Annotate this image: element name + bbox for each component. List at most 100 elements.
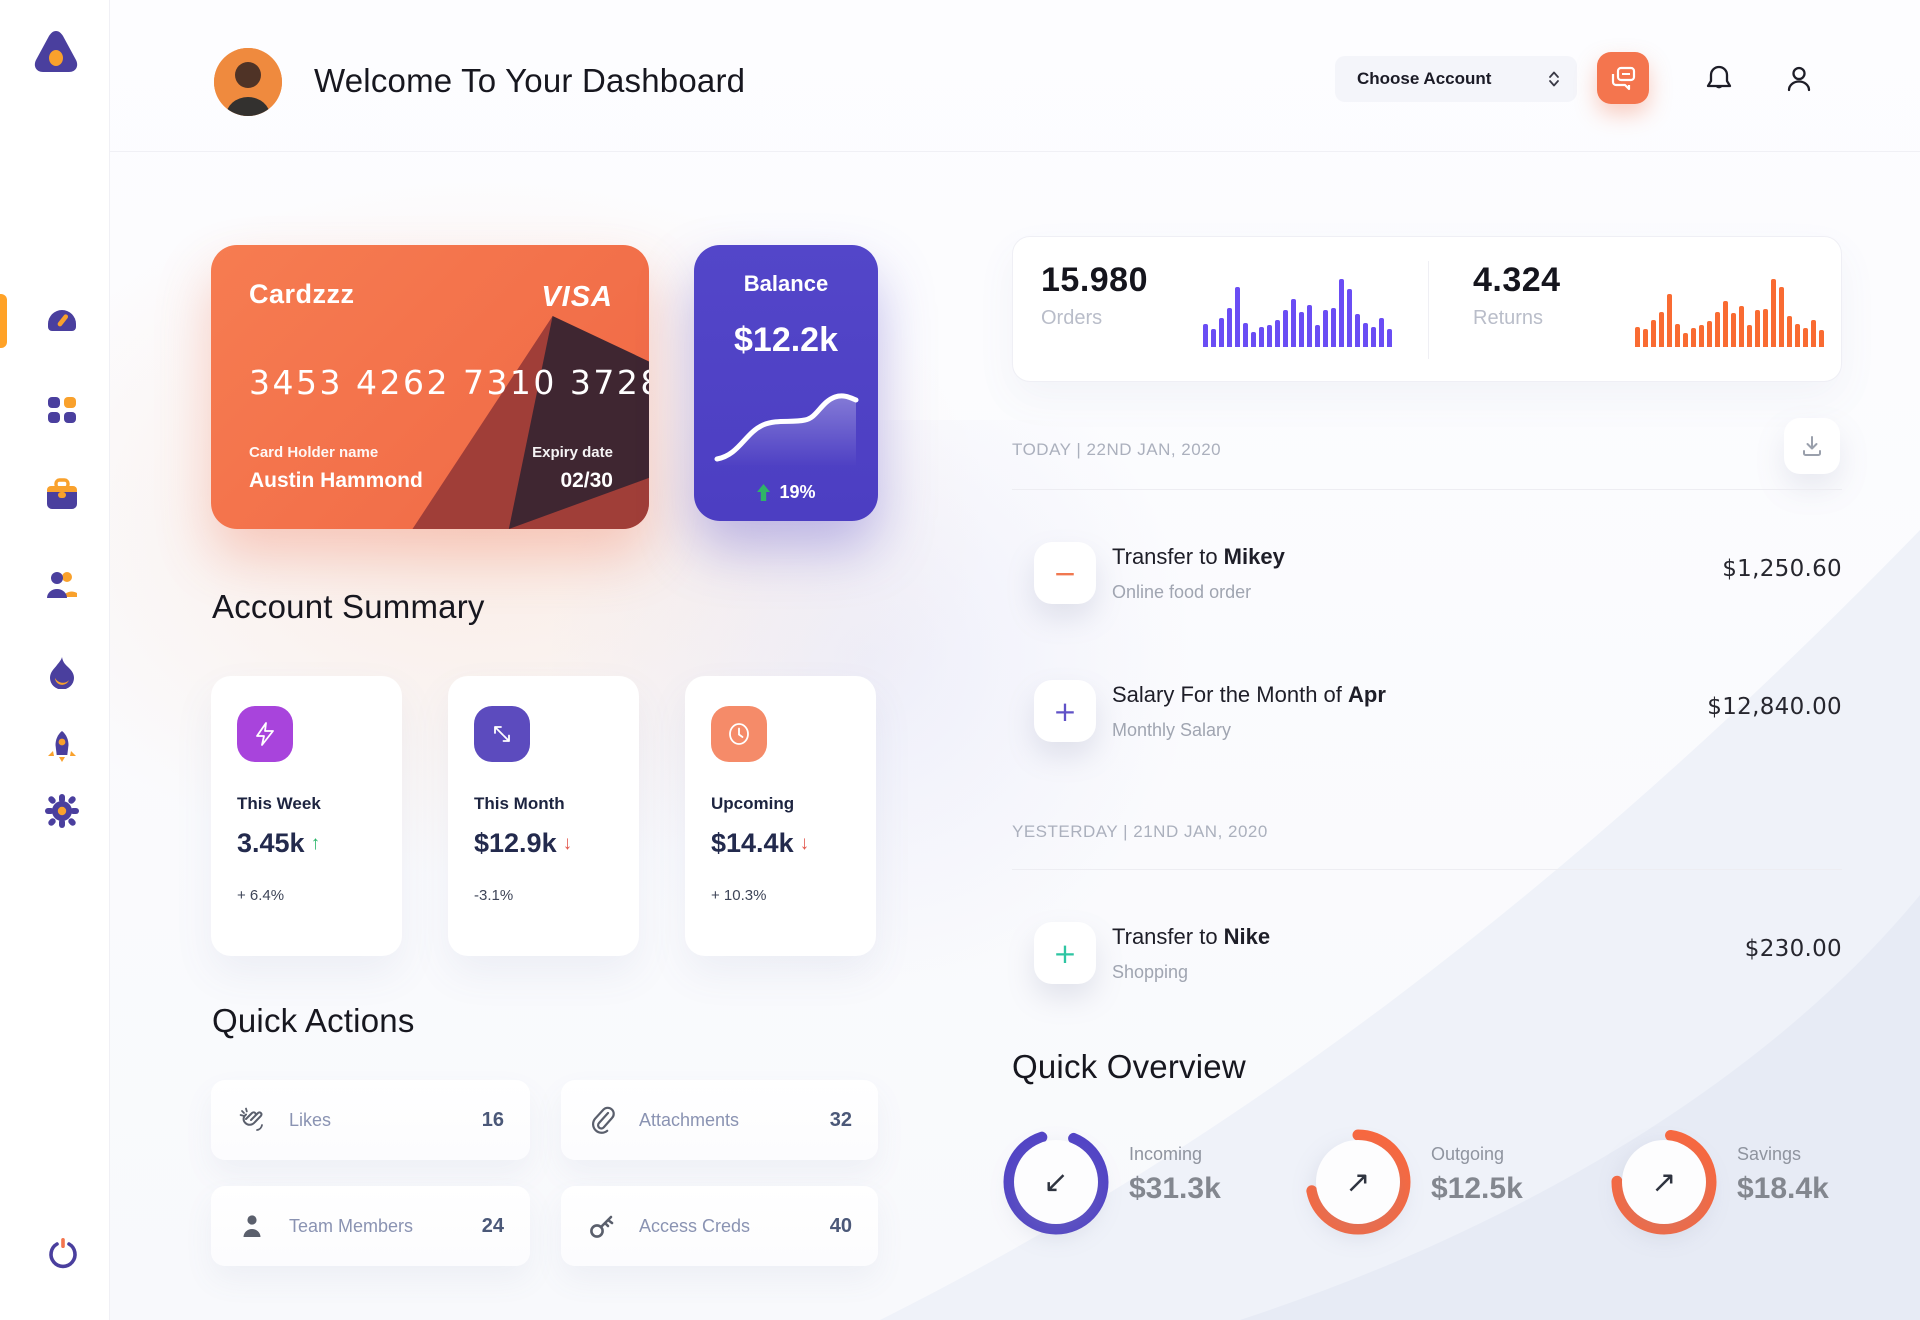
- orders-bar-chart: [1203, 279, 1395, 347]
- rocket-icon: [48, 731, 76, 762]
- summary-change: + 10.3%: [711, 887, 767, 904]
- plus-icon: +: [1053, 936, 1077, 970]
- arrow-up-right-icon: ↗: [1345, 1164, 1371, 1200]
- transaction-title: Salary For the Month of Apr: [1112, 682, 1386, 707]
- summary-change: -3.1%: [474, 887, 514, 904]
- sidebar-item-portfolio[interactable]: [42, 475, 82, 515]
- incoming-ring: ↙: [1001, 1127, 1111, 1237]
- sidebar-item-dashboard[interactable]: [42, 299, 82, 339]
- arrow-up-icon: [757, 484, 771, 501]
- page-title: Welcome To Your Dashboard: [314, 62, 746, 99]
- summary-label: This Week: [237, 794, 321, 813]
- lightning-icon: [237, 706, 293, 762]
- app-logo: [30, 26, 82, 78]
- clap-icon: [237, 1105, 267, 1135]
- arrow-down-left-icon: ↙: [1043, 1164, 1069, 1200]
- transaction-row-salary[interactable]: + Salary For the Month of Apr Monthly Sa…: [1012, 676, 1842, 750]
- card-number: 3453 4262 7310 3728: [249, 363, 649, 402]
- savings-label: Savings: [1737, 1144, 1802, 1164]
- transaction-row-mikey[interactable]: − Transfer to Mikey Online food order $1…: [1012, 538, 1842, 612]
- visa-logo: VISA: [541, 281, 613, 313]
- quick-actions-title: Quick Actions: [212, 1002, 415, 1039]
- expiry-label: Expiry date: [532, 444, 613, 461]
- transaction-subtitle: Online food order: [1112, 582, 1252, 602]
- arrow-up-right-icon: ↗: [1651, 1164, 1677, 1200]
- logo-triangle-icon: [34, 31, 78, 72]
- incoming-label: Incoming: [1129, 1144, 1203, 1164]
- sidebar-item-apps[interactable]: [42, 390, 82, 430]
- avatar-photo: [214, 48, 282, 116]
- clock-icon: [711, 706, 767, 762]
- card-name: Cardzzz: [249, 279, 355, 309]
- quick-action-label: Likes: [289, 1109, 332, 1130]
- quick-action-count: 16: [481, 1108, 504, 1131]
- transaction-sign-tile: +: [1034, 680, 1096, 742]
- notifications-button[interactable]: [1702, 62, 1736, 96]
- power-icon: [49, 1238, 77, 1269]
- orders-label: Orders: [1041, 307, 1103, 329]
- sidebar-item-activity[interactable]: [42, 652, 82, 692]
- ring-inner: ↗: [1622, 1140, 1706, 1224]
- minus-icon: −: [1053, 556, 1077, 590]
- transaction-sign-tile: +: [1034, 922, 1096, 984]
- expiry-date: 02/30: [560, 469, 613, 492]
- flame-icon: [50, 657, 74, 689]
- summary-card-this-week: This Week 3.45k ↑ + 6.4%: [211, 676, 402, 956]
- quick-action-label: Team Members: [289, 1215, 414, 1236]
- summary-label: This Month: [474, 794, 565, 813]
- dashboard-speedometer-icon: [48, 310, 76, 331]
- quick-action-count: 32: [829, 1108, 852, 1131]
- trend-down-icon: ↓: [562, 832, 573, 854]
- savings-ring: ↗: [1609, 1127, 1719, 1237]
- account-dropdown[interactable]: Choose Account: [1335, 56, 1577, 102]
- balance-label: Balance: [743, 271, 829, 296]
- outgoing-label: Outgoing: [1431, 1144, 1505, 1164]
- balance-sparkline: [714, 393, 859, 467]
- gear-icon: [45, 794, 79, 828]
- paperclip-icon: [587, 1105, 617, 1135]
- quick-action-team-members[interactable]: Team Members 24: [211, 1186, 530, 1266]
- transaction-amount: $1,250.60: [1722, 556, 1842, 582]
- member-icon: [237, 1211, 267, 1241]
- transaction-subtitle: Shopping: [1112, 962, 1189, 982]
- quick-action-label: Access Creds: [639, 1215, 751, 1236]
- ring-inner: ↙: [1014, 1140, 1098, 1224]
- chevron-up-down-icon: [1549, 71, 1559, 87]
- account-summary-title: Account Summary: [212, 588, 485, 625]
- team-users-icon: [47, 572, 77, 598]
- quick-action-count: 40: [829, 1214, 852, 1237]
- logout-button[interactable]: [44, 1234, 82, 1272]
- download-icon: [1803, 436, 1821, 456]
- quick-action-likes[interactable]: Likes 16: [211, 1080, 530, 1160]
- balance-value: $12.2k: [734, 321, 838, 359]
- returns-bar-chart: [1635, 279, 1827, 347]
- sidebar-item-settings[interactable]: [42, 791, 82, 831]
- transaction-row-nike[interactable]: + Transfer to Nike Shopping $230.00: [1012, 918, 1842, 992]
- summary-value: $14.4k: [711, 828, 794, 858]
- card-holder-name: Austin Hammond: [249, 469, 423, 492]
- sidebar-item-team[interactable]: [42, 565, 82, 605]
- orders-returns-panel: 15.980 Orders 4.324 Returns: [1012, 236, 1842, 382]
- sidebar-item-launch[interactable]: [42, 726, 82, 766]
- outgoing-value: $12.5k: [1431, 1172, 1523, 1205]
- quick-action-attachments[interactable]: Attachments 32: [561, 1080, 878, 1160]
- orders-value: 15.980: [1041, 261, 1148, 299]
- transactions-date-yesterday: YESTERDAY | 21ND JAN, 2020: [1012, 822, 1268, 841]
- quick-action-access-creds[interactable]: Access Creds 40: [561, 1186, 878, 1266]
- chat-button[interactable]: [1597, 52, 1649, 104]
- outgoing-ring: ↗: [1303, 1127, 1413, 1237]
- summary-value: 3.45k: [237, 828, 305, 858]
- download-button[interactable]: [1784, 418, 1840, 474]
- savings-value: $18.4k: [1737, 1172, 1829, 1205]
- stats-divider: [1428, 261, 1429, 359]
- transactions-divider: [1012, 869, 1842, 870]
- summary-label: Upcoming: [711, 794, 795, 813]
- summary-change: + 6.4%: [237, 887, 285, 904]
- diagonal-arrows-icon: [474, 706, 530, 762]
- profile-button[interactable]: [1782, 62, 1816, 96]
- account-dropdown-label: Choose Account: [1357, 69, 1492, 88]
- trend-up-icon: ↑: [310, 832, 321, 854]
- user-avatar[interactable]: [214, 48, 282, 116]
- summary-card-this-month: This Month $12.9k ↓ -3.1%: [448, 676, 639, 956]
- user-icon: [1787, 66, 1811, 92]
